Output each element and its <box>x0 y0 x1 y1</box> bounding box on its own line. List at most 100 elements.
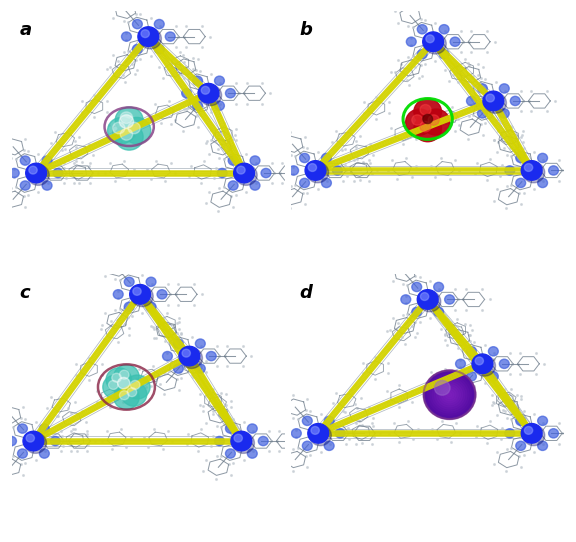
Circle shape <box>108 118 135 144</box>
Circle shape <box>521 423 542 443</box>
Circle shape <box>321 153 331 163</box>
Circle shape <box>302 441 312 450</box>
Circle shape <box>305 160 326 180</box>
Circle shape <box>423 370 476 419</box>
Circle shape <box>439 24 449 34</box>
Circle shape <box>113 365 139 389</box>
Circle shape <box>443 389 456 401</box>
Circle shape <box>448 392 452 397</box>
Circle shape <box>434 380 450 395</box>
Circle shape <box>132 44 142 54</box>
Circle shape <box>26 434 35 442</box>
Circle shape <box>28 165 50 185</box>
Circle shape <box>113 385 139 409</box>
Circle shape <box>291 429 301 438</box>
Circle shape <box>308 164 317 171</box>
Circle shape <box>401 295 411 304</box>
Circle shape <box>516 153 526 163</box>
Circle shape <box>478 84 487 93</box>
Circle shape <box>250 181 260 190</box>
Circle shape <box>478 109 487 118</box>
Text: b: b <box>299 21 312 39</box>
Circle shape <box>414 116 441 141</box>
Circle shape <box>439 384 460 405</box>
Circle shape <box>450 37 460 47</box>
Circle shape <box>233 433 255 454</box>
Circle shape <box>523 162 545 183</box>
Circle shape <box>123 118 151 144</box>
Circle shape <box>39 424 50 433</box>
Circle shape <box>118 377 130 389</box>
Circle shape <box>510 96 520 106</box>
Circle shape <box>39 449 50 458</box>
Circle shape <box>124 302 134 312</box>
Circle shape <box>201 86 210 94</box>
Circle shape <box>115 124 143 150</box>
Circle shape <box>308 423 329 443</box>
Circle shape <box>29 166 37 174</box>
Circle shape <box>516 441 526 450</box>
Circle shape <box>473 356 495 376</box>
Circle shape <box>120 128 132 140</box>
Circle shape <box>439 49 449 59</box>
Circle shape <box>195 364 205 373</box>
Circle shape <box>420 293 429 300</box>
Circle shape <box>127 388 137 397</box>
Circle shape <box>250 156 260 165</box>
Circle shape <box>548 166 559 175</box>
Circle shape <box>441 386 458 403</box>
Circle shape <box>228 156 238 165</box>
Circle shape <box>456 359 465 369</box>
Circle shape <box>192 76 203 86</box>
Circle shape <box>324 441 334 450</box>
Circle shape <box>307 162 329 183</box>
Circle shape <box>524 164 533 171</box>
Circle shape <box>423 114 433 124</box>
Circle shape <box>486 94 494 102</box>
Circle shape <box>488 372 498 381</box>
Circle shape <box>225 424 236 433</box>
Circle shape <box>425 34 446 54</box>
Circle shape <box>42 181 52 190</box>
Circle shape <box>165 32 175 41</box>
Circle shape <box>414 99 441 125</box>
Circle shape <box>309 425 331 446</box>
Circle shape <box>115 107 143 133</box>
Circle shape <box>181 348 203 369</box>
Circle shape <box>173 339 183 349</box>
Circle shape <box>173 364 183 373</box>
Circle shape <box>198 83 219 103</box>
Circle shape <box>200 85 222 106</box>
Circle shape <box>412 115 423 125</box>
Circle shape <box>131 286 153 307</box>
Circle shape <box>432 378 467 411</box>
Circle shape <box>467 347 476 356</box>
Circle shape <box>157 289 167 299</box>
Circle shape <box>9 169 19 178</box>
Circle shape <box>20 156 30 165</box>
Circle shape <box>335 429 345 438</box>
Circle shape <box>499 84 509 93</box>
Circle shape <box>505 166 515 175</box>
Circle shape <box>505 429 515 438</box>
Circle shape <box>422 109 450 135</box>
Circle shape <box>182 349 191 357</box>
Circle shape <box>332 166 342 175</box>
Circle shape <box>17 424 28 433</box>
Circle shape <box>524 427 533 434</box>
Circle shape <box>499 359 509 369</box>
Circle shape <box>434 282 444 292</box>
Circle shape <box>537 416 548 425</box>
Circle shape <box>417 289 438 309</box>
Circle shape <box>130 285 150 304</box>
Circle shape <box>17 449 28 458</box>
Circle shape <box>420 121 431 132</box>
Circle shape <box>484 93 506 113</box>
Circle shape <box>467 372 476 381</box>
Circle shape <box>122 382 147 406</box>
Circle shape <box>25 433 47 454</box>
Circle shape <box>302 416 312 425</box>
Circle shape <box>139 28 161 49</box>
Circle shape <box>417 49 427 59</box>
Circle shape <box>516 416 526 425</box>
